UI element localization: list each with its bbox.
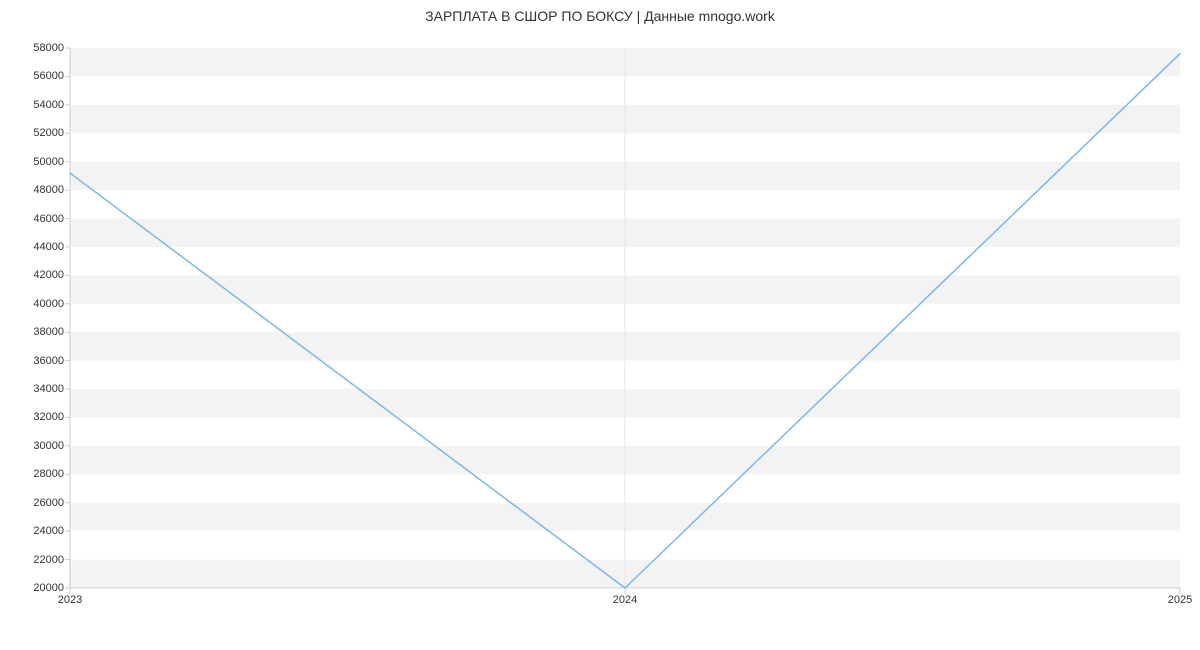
- y-tick-label: 50000: [33, 156, 70, 168]
- y-tick-label: 56000: [33, 70, 70, 82]
- y-tick-label: 24000: [33, 525, 70, 537]
- y-tick-label: 30000: [33, 440, 70, 452]
- x-tick-label: 2024: [613, 588, 637, 606]
- y-tick-label: 32000: [33, 411, 70, 423]
- y-tick-label: 54000: [33, 99, 70, 111]
- y-tick-label: 48000: [33, 184, 70, 196]
- line-chart: ЗАРПЛАТА В СШОР ПО БОКСУ | Данные mnogo.…: [0, 0, 1200, 650]
- y-tick-label: 26000: [33, 497, 70, 509]
- x-tick-label: 2023: [58, 588, 82, 606]
- y-tick-label: 40000: [33, 298, 70, 310]
- x-tick-label: 2025: [1168, 588, 1192, 606]
- y-tick-label: 52000: [33, 127, 70, 139]
- y-tick-label: 38000: [33, 326, 70, 338]
- y-tick-label: 36000: [33, 355, 70, 367]
- y-tick-label: 44000: [33, 241, 70, 253]
- y-tick-label: 46000: [33, 213, 70, 225]
- chart-title: ЗАРПЛАТА В СШОР ПО БОКСУ | Данные mnogo.…: [0, 8, 1200, 24]
- plot-area: 2000022000240002600028000300003200034000…: [70, 48, 1180, 588]
- y-tick-label: 28000: [33, 468, 70, 480]
- y-tick-label: 34000: [33, 383, 70, 395]
- y-tick-label: 58000: [33, 42, 70, 54]
- plot-svg: [70, 48, 1180, 588]
- y-tick-label: 22000: [33, 554, 70, 566]
- y-tick-label: 42000: [33, 269, 70, 281]
